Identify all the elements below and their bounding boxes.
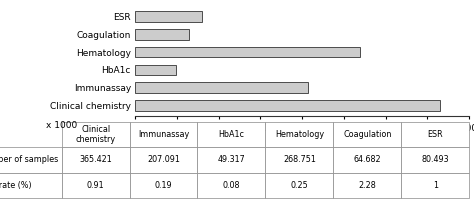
Bar — [135, 47, 360, 57]
Bar — [135, 29, 189, 40]
Bar — [135, 65, 176, 75]
Bar — [135, 82, 308, 93]
Bar — [135, 100, 440, 111]
Bar — [135, 11, 202, 22]
Text: x 1000: x 1000 — [46, 121, 77, 130]
